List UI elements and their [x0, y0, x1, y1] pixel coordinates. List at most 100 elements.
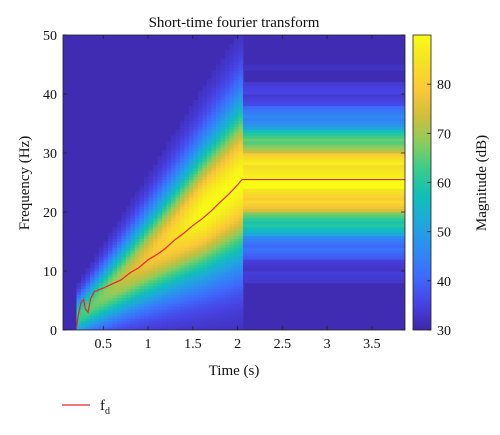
heatmap-cell [193, 244, 199, 248]
heatmap-cell [279, 102, 284, 107]
heatmap-cell [297, 206, 302, 210]
heatmap-cell [171, 153, 176, 157]
heatmap-cell [121, 327, 127, 330]
heatmap-cell [162, 229, 167, 234]
heatmap-cell [225, 91, 230, 95]
heatmap-cell [117, 282, 122, 287]
heatmap-cell [202, 182, 208, 186]
heatmap-cell [175, 253, 181, 257]
heatmap-cell [112, 268, 118, 272]
heatmap-cell [220, 70, 226, 74]
heatmap-cell [220, 206, 226, 210]
heatmap-cell [324, 64, 329, 68]
heatmap-cell [238, 303, 244, 307]
heatmap-cell [324, 276, 329, 281]
heatmap-cell [346, 247, 352, 251]
heatmap-cell [184, 185, 190, 189]
heatmap-cell [297, 150, 302, 154]
heatmap-cell [319, 188, 325, 192]
heatmap-cell [171, 167, 176, 172]
heatmap-cell [216, 229, 221, 234]
heatmap-cell [202, 135, 208, 139]
heatmap-cell [247, 85, 253, 89]
heatmap-cell [382, 232, 388, 236]
heatmap-cell [261, 150, 266, 154]
heatmap-cell [171, 182, 176, 186]
heatmap-cell [324, 197, 329, 201]
heatmap-cell [252, 279, 257, 284]
heatmap-cell [243, 67, 248, 71]
heatmap-cell [189, 250, 194, 254]
heatmap-cell [175, 321, 181, 325]
heatmap-cell [234, 318, 239, 322]
heatmap-cell [382, 150, 388, 154]
heatmap-cell [184, 161, 190, 166]
heatmap-cell [391, 120, 397, 124]
heatmap-cell [238, 167, 244, 172]
heatmap-cell [135, 223, 140, 228]
heatmap-cell [184, 241, 190, 245]
heatmap-cell [211, 82, 217, 86]
heatmap-cell [369, 214, 374, 219]
heatmap-cell [301, 232, 307, 236]
heatmap-cell [310, 153, 316, 157]
heatmap-cell [180, 244, 185, 248]
heatmap-cell [342, 197, 347, 201]
heatmap-cell [180, 214, 185, 219]
heatmap-cell [126, 282, 131, 287]
heatmap-cell [315, 67, 320, 71]
heatmap-cell [292, 135, 298, 139]
heatmap-cell [135, 217, 140, 222]
heatmap-cell [279, 206, 284, 210]
heatmap-cell [193, 185, 199, 189]
heatmap-cell [310, 250, 316, 254]
heatmap-cell [288, 138, 293, 142]
heatmap-cell [378, 105, 383, 110]
heatmap-cell [193, 232, 199, 236]
heatmap-cell [292, 150, 298, 154]
heatmap-cell [351, 250, 356, 254]
heatmap-cell [198, 99, 203, 104]
heatmap-cell [211, 91, 217, 95]
heatmap-cell [175, 188, 181, 192]
heatmap-cell [148, 291, 154, 295]
heatmap-cell [337, 164, 343, 169]
heatmap-cell [238, 265, 244, 269]
heatmap-cell [162, 318, 167, 322]
heatmap-cell [198, 167, 203, 172]
heatmap-cell [117, 291, 122, 295]
heatmap-cell [328, 150, 334, 154]
heatmap-cell [310, 253, 316, 257]
heatmap-cell [139, 197, 145, 201]
heatmap-cell [351, 135, 356, 139]
heatmap-cell [391, 262, 397, 266]
heatmap-cell [369, 102, 374, 107]
heatmap-cell [283, 206, 289, 210]
heatmap-cell [369, 129, 374, 133]
heatmap-cell [180, 241, 185, 245]
heatmap-cell [220, 327, 226, 330]
heatmap-cell [229, 324, 235, 328]
heatmap-cell [144, 312, 149, 316]
heatmap-cell [373, 105, 379, 110]
heatmap-cell [351, 123, 356, 127]
heatmap-cell [90, 268, 95, 272]
heatmap-cell [103, 294, 109, 298]
heatmap-cell [369, 232, 374, 236]
heatmap-cell [337, 132, 343, 136]
heatmap-cell [108, 318, 113, 322]
heatmap-cell [396, 209, 401, 213]
heatmap-cell [360, 164, 365, 169]
heatmap-cell [184, 265, 190, 269]
heatmap-cell [207, 120, 212, 124]
heatmap-cell [283, 64, 289, 68]
heatmap-cell [400, 273, 405, 278]
heatmap-cell [180, 306, 185, 310]
heatmap-cell [207, 306, 212, 310]
heatmap-cell [319, 126, 325, 130]
heatmap-cell [103, 318, 109, 322]
heatmap-cell [355, 223, 361, 228]
heatmap-cell [333, 191, 338, 195]
heatmap-cell [166, 273, 172, 278]
heatmap-cell [373, 64, 379, 68]
